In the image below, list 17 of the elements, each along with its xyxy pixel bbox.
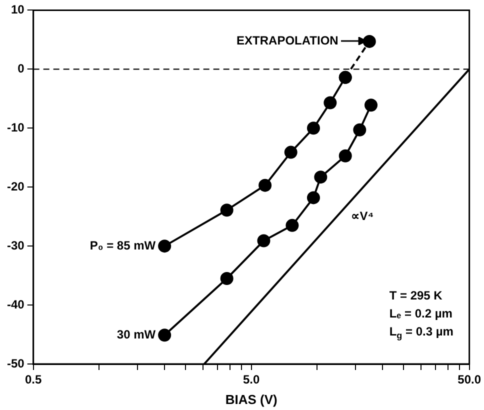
series-label: 30 mW <box>116 327 156 342</box>
y-tick-label: -50 <box>7 356 25 370</box>
series-label: P₀ = 85 mW <box>90 238 156 252</box>
y-tick-label: 0 <box>18 61 25 76</box>
x-tick-label: 0.5 <box>25 372 42 387</box>
y-tick-label: -10 <box>7 120 25 134</box>
x-tick-label: 5.0 <box>242 372 260 387</box>
x-tick-label: 50.0 <box>458 372 482 387</box>
series-label: ∝V⁴ <box>350 208 374 223</box>
annotation: EXTRAPOLATION <box>236 34 338 48</box>
annotation: Lₑ = 0.2 µm <box>389 306 452 320</box>
x-axis-title: BIAS (V) <box>225 392 278 407</box>
y-tick-label: 10 <box>10 2 25 17</box>
y-tick-label: -40 <box>7 297 25 312</box>
annotation: T = 295 K <box>389 288 443 302</box>
y-tick-label: -20 <box>7 179 25 194</box>
y-tick-label: -30 <box>7 238 25 252</box>
